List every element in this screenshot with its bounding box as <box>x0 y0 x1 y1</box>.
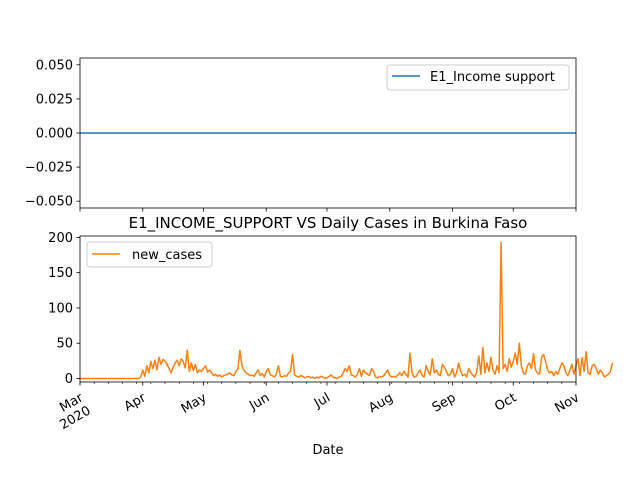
bottom-y-ticks: 0 50 100 150 200 <box>48 231 80 387</box>
top-y-tick-label: 0.050 <box>36 58 73 73</box>
top-legend: E1_Income support <box>386 64 570 91</box>
top-y-tick-label: −0.050 <box>25 195 73 210</box>
bottom-y-tick-label: 0 <box>65 372 73 387</box>
top-y-tick-label: 0.000 <box>36 127 73 142</box>
bottom-y-tick-label: 150 <box>48 266 73 281</box>
top-y-tick-label: −0.025 <box>25 161 73 176</box>
bottom-y-tick-label: 100 <box>48 301 73 316</box>
top-legend-label: E1_Income support <box>430 70 555 85</box>
chart-title: E1_INCOME_SUPPORT VS Daily Cases in Burk… <box>129 214 528 233</box>
bottom-axes-frame <box>79 235 577 383</box>
bottom-legend-label: new_cases <box>132 248 202 263</box>
top-y-ticks: −0.050 −0.025 0.000 0.025 0.050 <box>25 58 80 210</box>
series-line-new-cases <box>80 241 614 380</box>
top-axes-frame <box>79 57 577 209</box>
top-legend-box <box>386 64 570 91</box>
bottom-legend-box <box>86 241 213 268</box>
top-subplot: −0.050 −0.025 0.000 0.025 0.050 E1_Income su… <box>25 57 577 212</box>
bottom-x-tick-label: Jul <box>311 390 333 411</box>
bottom-legend: new_cases <box>86 241 213 268</box>
bottom-y-tick-label: 200 <box>48 231 73 246</box>
top-y-tick-label: 0.025 <box>36 92 73 107</box>
bottom-y-tick-label: 50 <box>56 337 73 352</box>
bottom-x-tick-label-line: Jul <box>311 390 333 411</box>
bottom-series-layer <box>80 241 614 380</box>
top-x-ticks <box>79 208 577 212</box>
x-axis-label: Date <box>312 443 343 458</box>
